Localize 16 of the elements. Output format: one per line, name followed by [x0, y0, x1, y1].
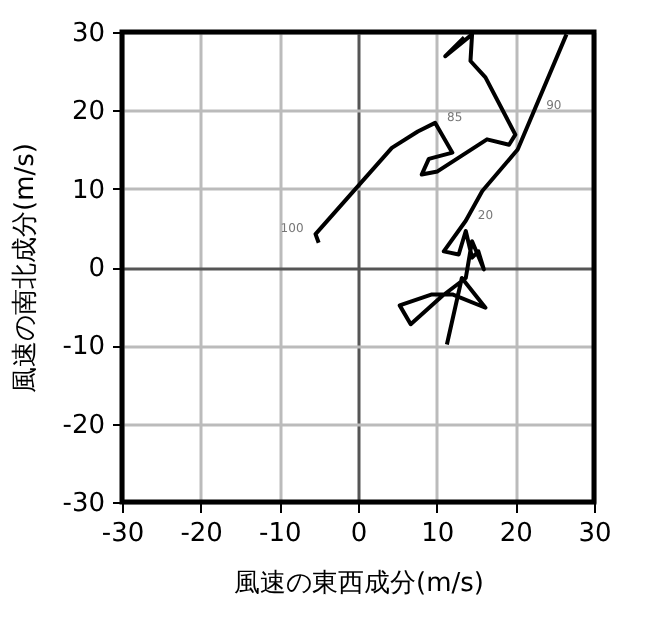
- y-tick-label: 30: [71, 19, 105, 49]
- y-tick-label: 0: [88, 254, 105, 284]
- x-tick-label: 20: [499, 519, 533, 549]
- x-tick-label: -10: [259, 519, 302, 549]
- y-axis-title: 風速の南北成分(m/s): [10, 143, 41, 393]
- x-tick-label: 0: [350, 519, 368, 549]
- y-tick-label: 10: [71, 175, 105, 206]
- y-tick-label: -20: [62, 410, 105, 441]
- y-tick-label: -30: [62, 489, 105, 519]
- x-tick-label: -30: [101, 519, 145, 549]
- x-tick-label: -20: [180, 519, 223, 549]
- x-tick-label: 30: [578, 519, 612, 549]
- x-tick-label: 10: [421, 519, 455, 549]
- x-axis-title: 風速の東西成分(m/s): [234, 569, 484, 599]
- y-tick-label: 20: [71, 97, 105, 128]
- y-tick-label: -10: [62, 332, 105, 363]
